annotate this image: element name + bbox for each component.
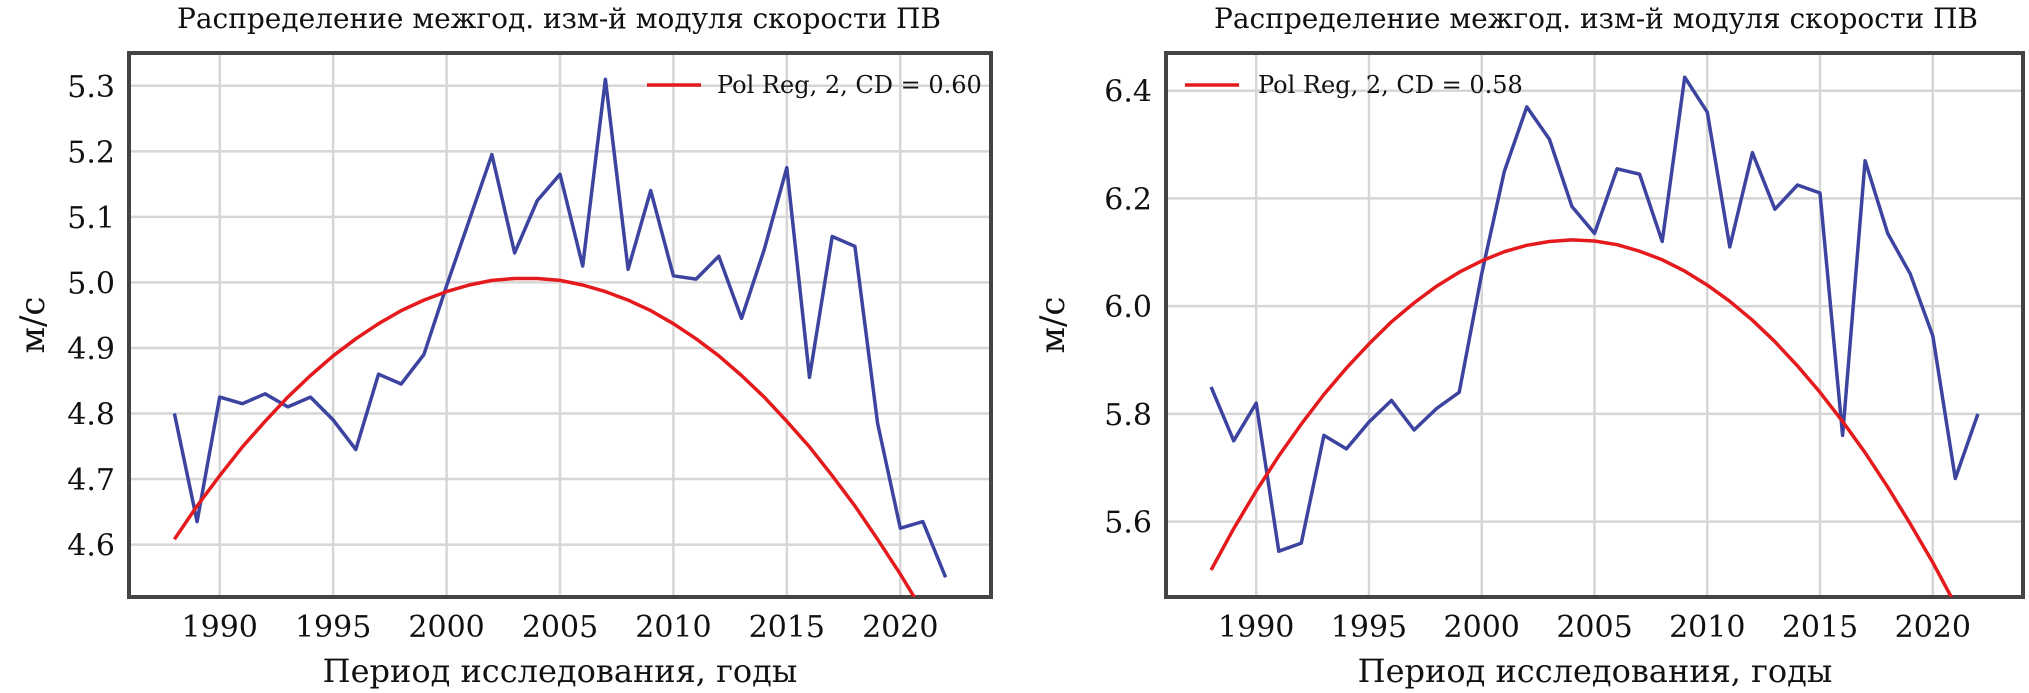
x-axis-label: Период исследования, годы [1358,652,1833,690]
x-tick-labels: 1990 1995 2000 2005 2010 2015 2020 [1218,610,1971,645]
grid [1166,53,2023,597]
x-tick-label: 2020 [862,610,938,645]
legend: Pol Reg, 2, CD = 0.58 [1185,71,1523,99]
x-tick-label: 2010 [635,610,711,645]
y-tick-label: 4.7 [67,463,115,498]
x-tick-labels: 1990 1995 2000 2005 2010 2015 2020 [182,610,939,645]
x-tick-label: 2005 [522,610,598,645]
x-tick-label: 2015 [749,610,825,645]
y-tick-label: 6.4 [1104,75,1152,110]
x-tick-label: 1995 [1331,610,1407,645]
y-tick-label: 5.3 [67,70,115,105]
x-tick-label: 2000 [408,610,484,645]
y-tick-label: 5.8 [1104,398,1152,433]
y-tick-label: 4.6 [67,529,115,564]
x-tick-label: 2000 [1444,610,1520,645]
chart-title: Распределение межгод. изм-й модуля скоро… [177,2,941,35]
y-tick-label: 6.0 [1104,290,1152,325]
plot-frame [127,51,993,599]
observed-series-line [172,77,948,578]
series-layer [1209,75,1980,597]
legend-label: Pol Reg, 2, CD = 0.60 [717,71,982,99]
y-axis-label: м/с [13,297,53,354]
observed-series-line [1209,75,1980,553]
legend-label: Pol Reg, 2, CD = 0.58 [1258,71,1523,99]
x-axis-label: Период исследования, годы [323,652,798,690]
y-tick-label: 5.6 [1104,506,1152,541]
y-tick-labels: 4.6 4.7 4.8 4.9 5.0 5.1 5.2 5.3 [67,70,115,564]
y-tick-label: 5.0 [67,266,115,301]
x-tick-label: 1990 [182,610,258,645]
chart-panel-left: Распределение межгод. изм-й модуля скоро… [13,2,993,690]
chart-title: Распределение межгод. изм-й модуля скоро… [1214,2,1978,35]
x-tick-label: 2010 [1669,610,1745,645]
regression-curve-line [172,276,917,597]
y-axis-label: м/с [1033,297,1073,354]
x-tick-label: 2005 [1556,610,1632,645]
y-tick-label: 6.2 [1104,182,1152,217]
regression-curve-line [1209,238,1954,597]
x-tick-label: 1990 [1218,610,1294,645]
y-tick-label: 4.8 [67,397,115,432]
x-tick-label: 2015 [1782,610,1858,645]
series-layer [172,77,948,597]
legend: Pol Reg, 2, CD = 0.60 [647,71,982,99]
y-tick-label: 4.9 [67,332,115,367]
x-tick-label: 1995 [295,610,371,645]
x-tick-label: 2020 [1895,610,1971,645]
plot-frame [1164,51,2025,599]
chart-panel-right: Распределение межгод. изм-й модуля скоро… [1033,2,2025,690]
y-tick-label: 5.1 [67,201,115,236]
y-tick-label: 5.2 [67,135,115,170]
y-tick-labels: 5.6 5.8 6.0 6.2 6.4 [1104,75,1152,541]
